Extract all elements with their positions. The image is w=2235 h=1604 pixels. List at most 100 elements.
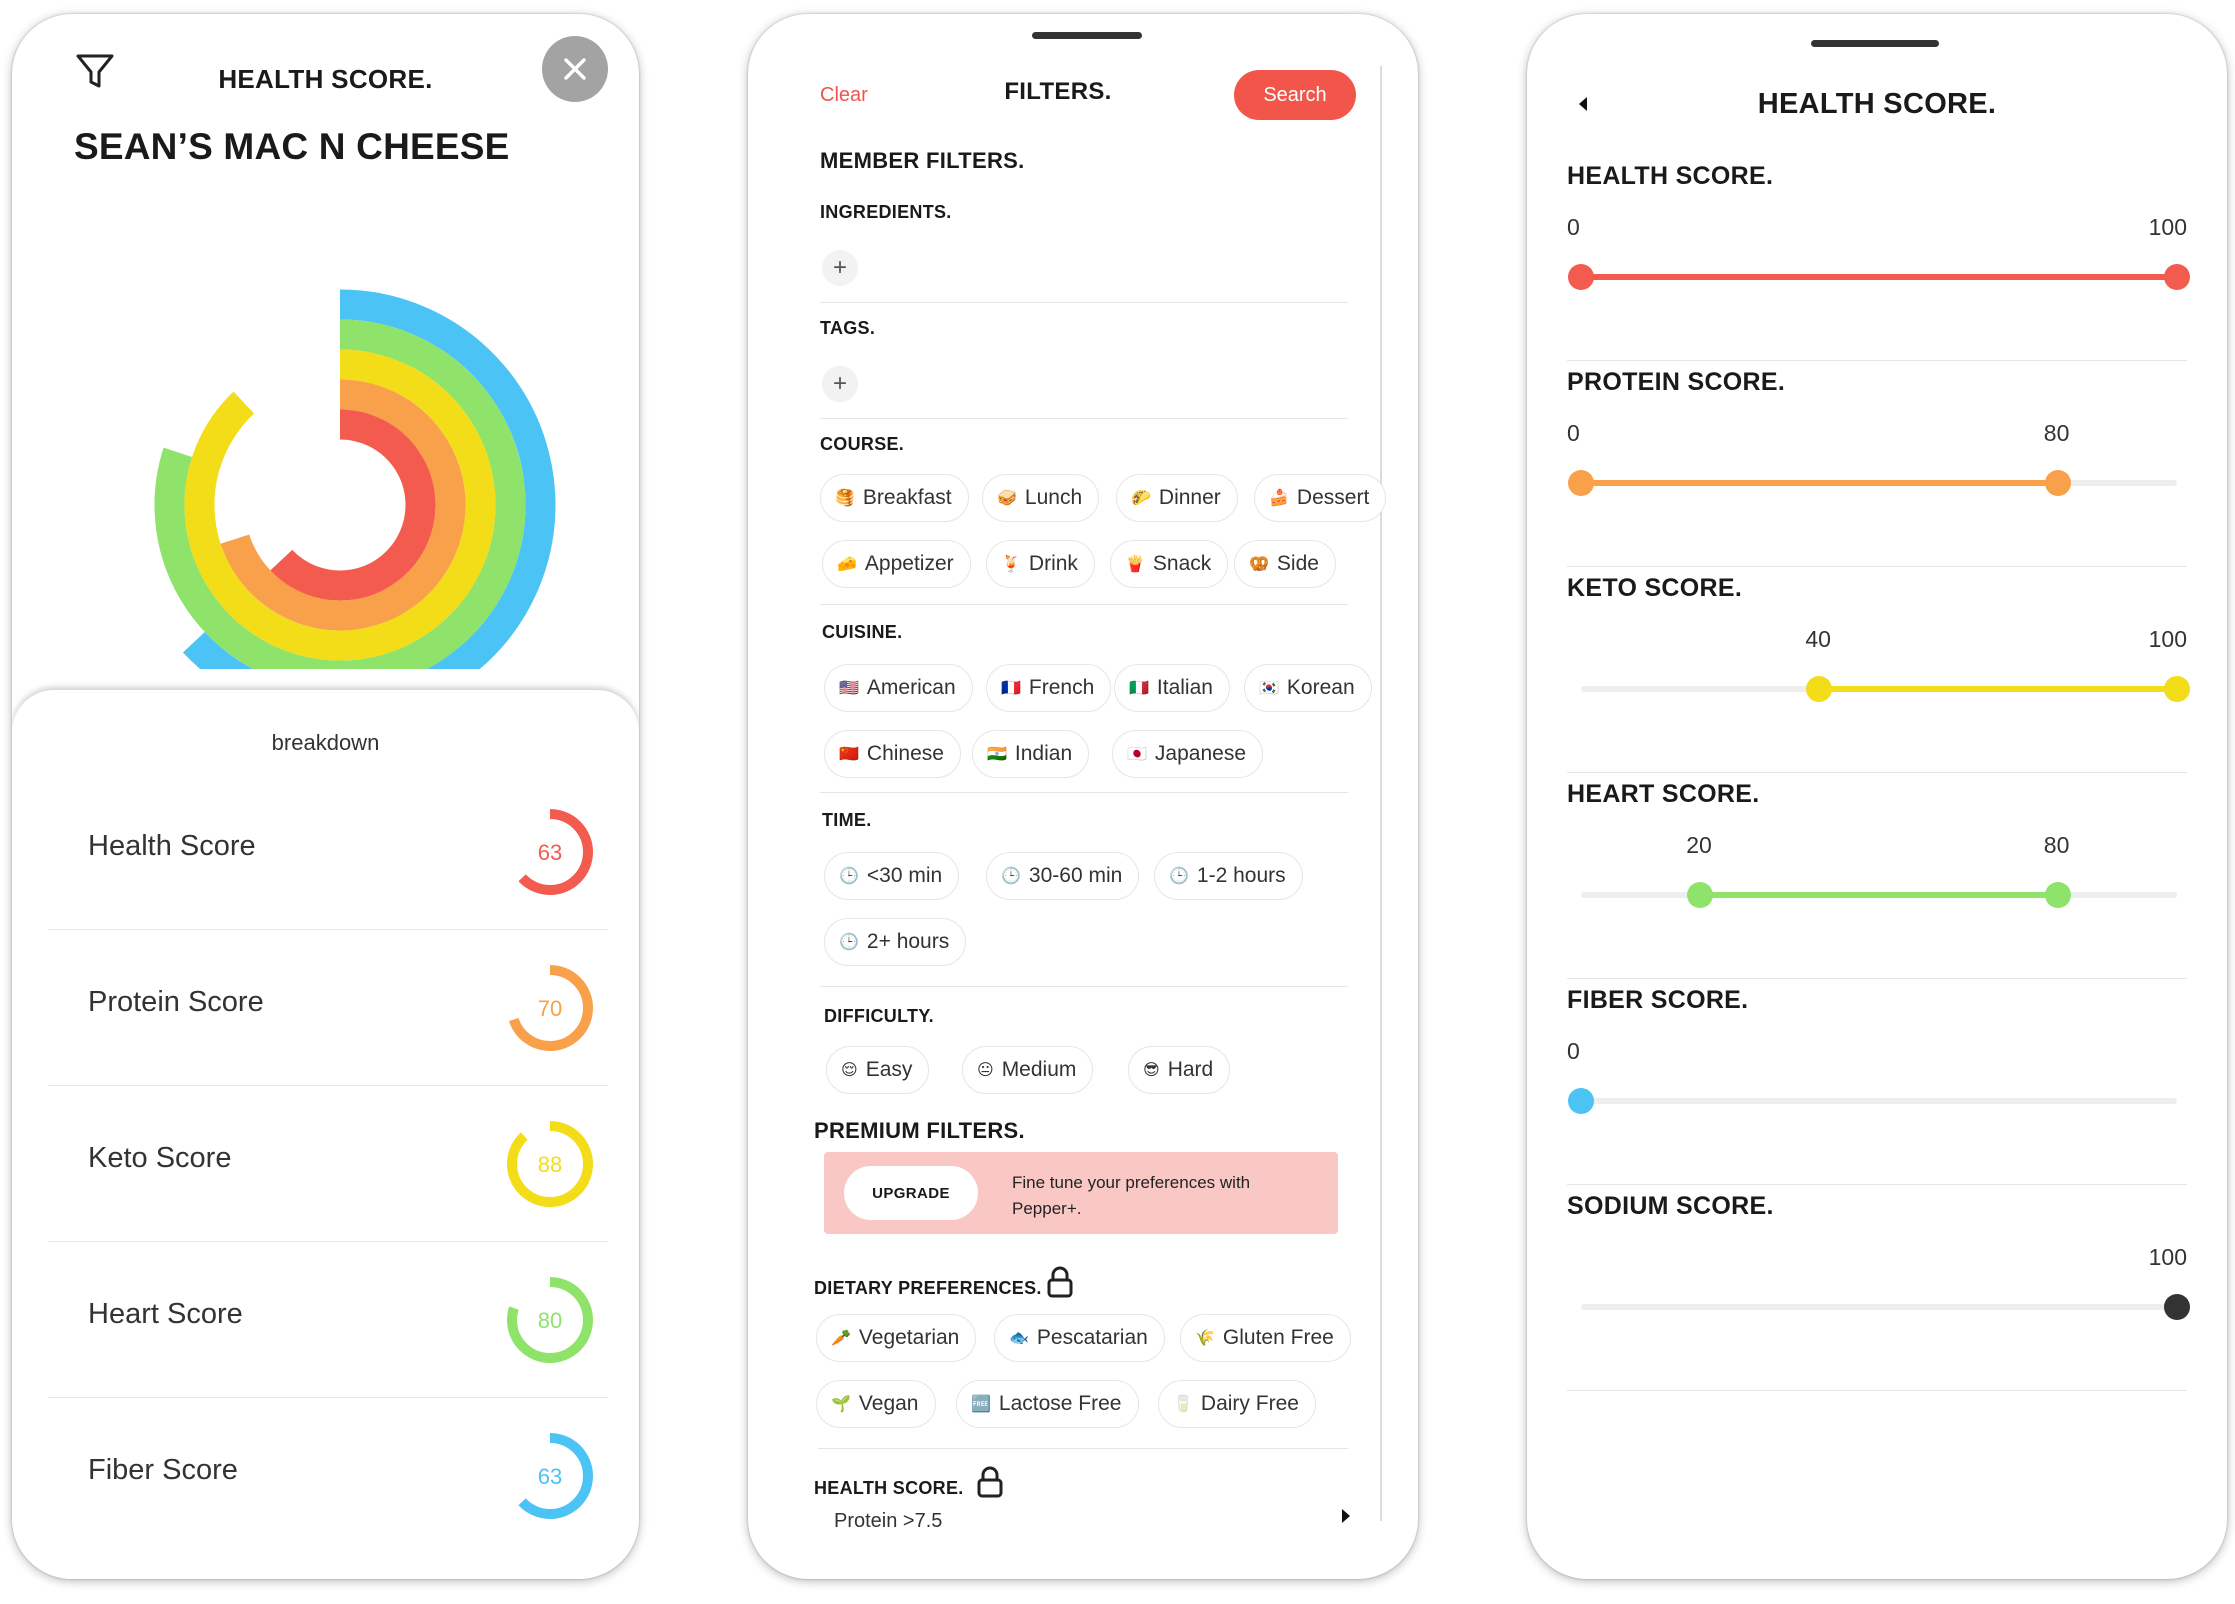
add-ingredient-button[interactable]: + <box>822 250 858 286</box>
score-ring-arc <box>270 409 436 601</box>
close-button[interactable] <box>542 36 608 102</box>
score-ring: 80 <box>507 1277 593 1363</box>
drag-handle[interactable] <box>1032 32 1142 39</box>
slider-handle[interactable] <box>1568 264 1594 290</box>
chip-label: Vegetarian <box>858 1326 960 1349</box>
slider-title: FIBER SCORE. <box>1567 986 1749 1014</box>
chip-icon: 🇮🇳 <box>987 746 1007 763</box>
slider-value: 0 <box>1567 420 1580 446</box>
time-heading: TIME. <box>822 810 872 830</box>
filter-chip[interactable]: 😐 Medium <box>962 1046 1094 1094</box>
filter-chip[interactable]: 🇮🇳 Indian <box>972 730 1090 778</box>
score-row[interactable]: Heart Score 80 <box>48 1242 608 1398</box>
score-label: Heart Score <box>88 1298 243 1330</box>
filter-chip[interactable]: 🆓 Lactose Free <box>956 1380 1139 1428</box>
filter-chip[interactable]: 🇯🇵 Japanese <box>1112 730 1263 778</box>
close-icon <box>564 58 586 80</box>
filter-chip[interactable]: 🥛 Dairy Free <box>1158 1380 1316 1428</box>
filter-chip[interactable]: 🍹 Drink <box>986 540 1095 588</box>
slider-handle[interactable] <box>2044 470 2071 496</box>
chip-label: Pescatarian <box>1036 1326 1148 1349</box>
score-slider: KETO SCORE. 40 100 <box>1567 574 2190 780</box>
slider-track[interactable] <box>1581 676 2190 702</box>
chip-icon: 🐟 <box>1009 1330 1029 1347</box>
filter-chip[interactable]: 🇫🇷 French <box>986 664 1112 712</box>
drag-handle[interactable] <box>1811 40 1939 47</box>
score-row[interactable]: Health Score 63 <box>48 774 608 930</box>
divider <box>820 418 1348 419</box>
slider-track[interactable] <box>1581 1294 2190 1320</box>
score-value: 63 <box>538 840 562 865</box>
filter-chip[interactable]: 🥕 Vegetarian <box>816 1314 977 1362</box>
slider-handle[interactable] <box>2164 676 2190 702</box>
filter-chip[interactable]: 🥨 Side <box>1234 540 1336 588</box>
score-row[interactable]: Fiber Score 63 <box>48 1398 608 1554</box>
filter-chip[interactable]: 😌 Easy <box>826 1046 930 1094</box>
filter-chip[interactable]: 🕒 2+ hours <box>824 918 967 966</box>
filter-chip[interactable]: 🍰 Dessert <box>1254 474 1387 522</box>
health-score-summary: Protein >7.5 <box>834 1510 943 1532</box>
chip-icon: 🍟 <box>1125 556 1145 573</box>
chip-icon: 😐 <box>977 1062 994 1079</box>
score-row[interactable]: Keto Score 88 <box>48 1086 608 1242</box>
score-slider: FIBER SCORE. 0 <box>1567 986 2187 1192</box>
search-button[interactable]: Search <box>1234 70 1356 120</box>
lock-icon <box>977 1466 1003 1498</box>
upgrade-text: Fine tune your preferences with Pepper+. <box>1012 1173 1251 1218</box>
back-icon[interactable] <box>1573 92 1593 116</box>
slider-track[interactable] <box>1568 264 2190 290</box>
filter-chip[interactable]: 🇰🇷 Korean <box>1244 664 1372 712</box>
score-ring: 88 <box>507 1121 593 1207</box>
upgrade-button[interactable]: UPGRADE <box>844 1166 978 1220</box>
score-slider: SODIUM SCORE. 100 <box>1567 1192 2190 1398</box>
filter-chip[interactable]: 🌱 Vegan <box>816 1380 936 1428</box>
filter-chip[interactable]: 🕒 1-2 hours <box>1154 852 1303 900</box>
chip-label: Korean <box>1286 676 1355 699</box>
slider-value: 100 <box>2148 214 2187 240</box>
slider-handle[interactable] <box>2164 1294 2190 1320</box>
score-ring-arc <box>182 289 556 669</box>
add-tag-button[interactable]: + <box>822 366 858 402</box>
filter-chip[interactable]: 🕒 <30 min <box>824 852 960 900</box>
slider-handle[interactable] <box>1568 470 1594 496</box>
divider <box>820 302 1348 303</box>
score-value: 70 <box>538 996 562 1021</box>
slider-handle[interactable] <box>1687 882 1714 908</box>
slider-title: KETO SCORE. <box>1567 574 1743 602</box>
filter-chip[interactable]: 🧀 Appetizer <box>822 540 971 588</box>
slider-title: HEART SCORE. <box>1567 780 1760 808</box>
filter-chip[interactable]: 🌮 Dinner <box>1116 474 1238 522</box>
score-label: Fiber Score <box>88 1454 238 1486</box>
score-value: 63 <box>538 1464 562 1489</box>
score-row[interactable]: Protein Score 70 <box>48 930 608 1086</box>
slider-handle[interactable] <box>1806 676 1833 702</box>
filter-chip[interactable]: 🍟 Snack <box>1110 540 1229 588</box>
filter-chip[interactable]: 🥞 Breakfast <box>820 474 969 522</box>
filter-chip[interactable]: 🥪 Lunch <box>982 474 1100 522</box>
slider-value: 40 <box>1805 626 1831 652</box>
filter-chip[interactable]: 🇮🇹 Italian <box>1114 664 1230 712</box>
chip-icon: 🥛 <box>1173 1396 1193 1413</box>
slider-track[interactable] <box>1581 882 2177 908</box>
chip-label: Dinner <box>1158 486 1221 509</box>
filter-chip[interactable]: 🌾 Gluten Free <box>1180 1314 1351 1362</box>
filter-chip[interactable]: 🐟 Pescatarian <box>994 1314 1165 1362</box>
slider-handle[interactable] <box>2044 882 2071 908</box>
slider-track[interactable] <box>1568 470 2177 496</box>
slider-handle[interactable] <box>1568 1088 1594 1114</box>
scrollbar[interactable] <box>1380 66 1382 1521</box>
filter-chip[interactable]: 🇨🇳 Chinese <box>824 730 961 778</box>
filter-chip[interactable]: 🕒 30-60 min <box>986 852 1140 900</box>
chevron-right-icon[interactable] <box>1338 1504 1354 1528</box>
filter-icon[interactable] <box>72 48 118 94</box>
chip-label: Dairy Free <box>1200 1392 1299 1415</box>
chip-icon: 🇫🇷 <box>1001 680 1021 697</box>
divider <box>820 986 1348 987</box>
slider-handle[interactable] <box>2164 264 2190 290</box>
filter-chip[interactable]: 😎 Hard <box>1128 1046 1231 1094</box>
filter-chip[interactable]: 🇺🇸 American <box>824 664 973 712</box>
clear-button[interactable]: Clear <box>820 84 868 106</box>
divider <box>1567 772 2187 773</box>
chip-label: 30-60 min <box>1028 864 1123 887</box>
slider-track[interactable] <box>1568 1088 2177 1114</box>
